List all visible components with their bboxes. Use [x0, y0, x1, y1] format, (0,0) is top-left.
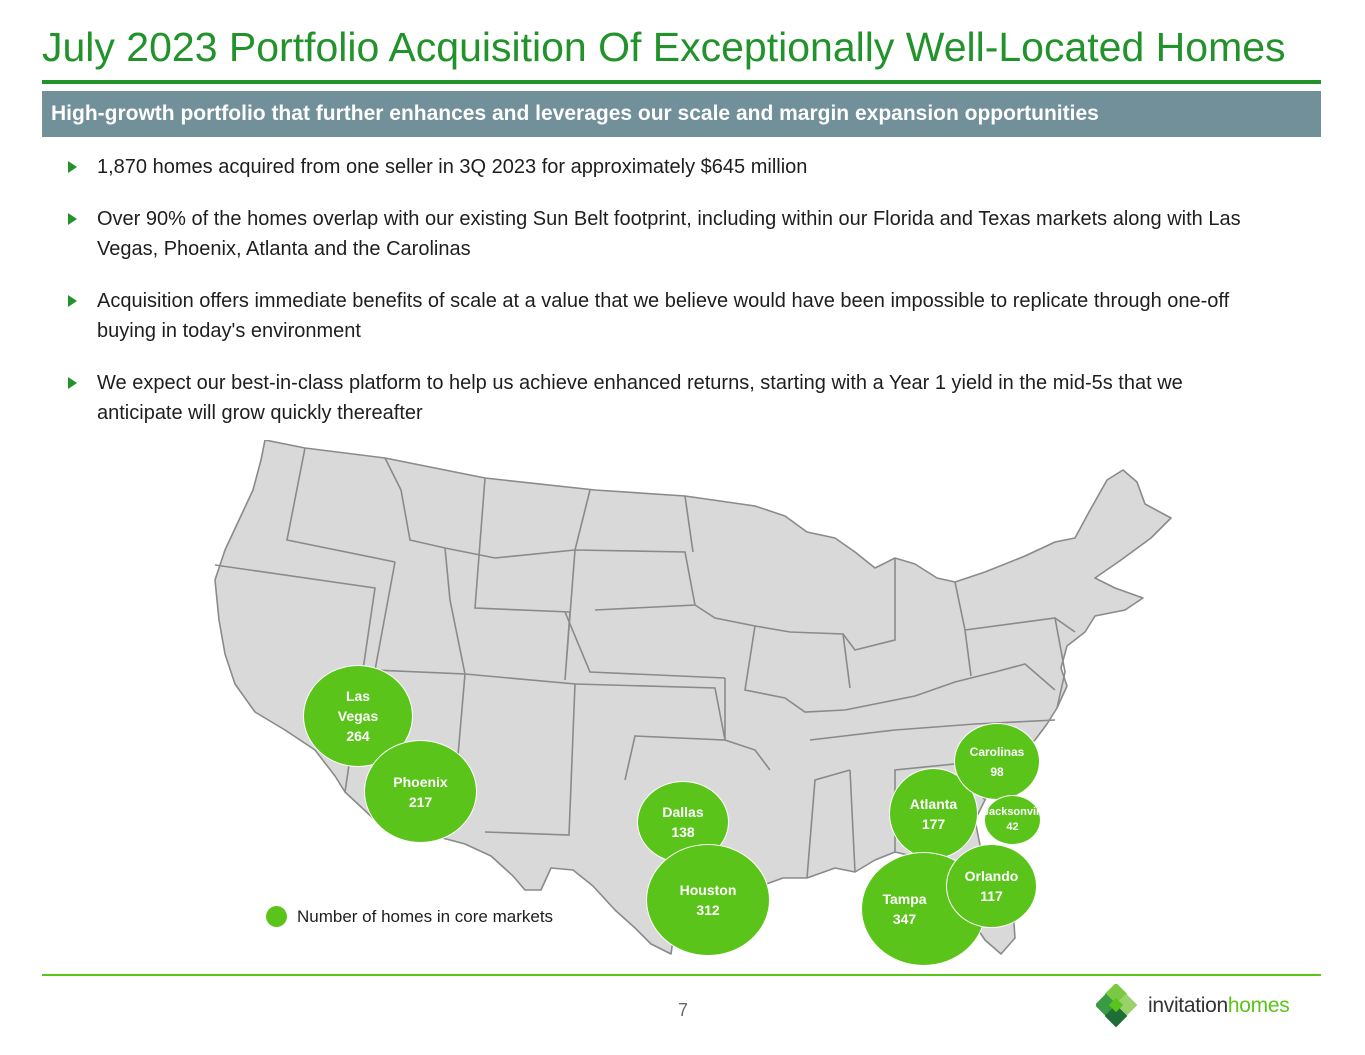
legend-label: Number of homes in core markets — [297, 906, 554, 926]
bullet-text: We expect our best-in-class platform to … — [97, 372, 1183, 424]
bullet-text: Acquisition offers immediate benefits of… — [97, 290, 1230, 342]
map-legend: Number of homes in core markets — [266, 906, 553, 927]
logo-wordmark: invitationhomes — [1148, 994, 1290, 1018]
market-bubble-jacksonville: Jacksonvill 42 — [982, 795, 1043, 845]
market-name-line: Jacksonvill — [982, 806, 1043, 818]
market-homes-count: 217 — [408, 793, 433, 810]
bullet-text: Over 90% of the homes overlap with our e… — [97, 208, 1241, 260]
bullet-item: Over 90% of the homes overlap with our e… — [66, 204, 1266, 264]
market-bubble-orlando: Orlando 117 — [946, 844, 1037, 928]
triangle-bullet-icon — [68, 161, 77, 173]
market-name-line: Tampa — [882, 891, 927, 907]
market-name-line: Phoenix — [393, 773, 448, 790]
triangle-bullet-icon — [68, 295, 77, 307]
title-divider — [42, 80, 1321, 84]
diamond-cluster-icon — [1096, 984, 1138, 1028]
market-name-line: Orlando — [964, 868, 1019, 884]
market-name-line: Las — [345, 688, 371, 704]
market-homes-count: 177 — [921, 815, 946, 832]
market-homes-count: 347 — [892, 911, 917, 927]
bullet-item: 1,870 homes acquired from one seller in … — [66, 152, 1266, 182]
market-name-line: Dallas — [662, 804, 704, 820]
market-name-line: Carolinas — [969, 744, 1025, 759]
legend-bubble-icon — [266, 906, 287, 927]
logo-word-homes: homes — [1227, 994, 1290, 1017]
market-bubble-houston: Houston 312 — [646, 844, 770, 956]
triangle-bullet-icon — [68, 377, 77, 389]
market-name-line: Houston — [679, 882, 737, 898]
subtitle-text: High-growth portfolio that further enhan… — [51, 102, 1099, 125]
bullet-item: Acquisition offers immediate benefits of… — [66, 286, 1266, 346]
company-logo: invitationhomes — [1096, 984, 1290, 1028]
market-homes-count: 42 — [1006, 821, 1019, 833]
market-name-line: Vegas — [337, 708, 379, 724]
triangle-bullet-icon — [68, 213, 77, 225]
bullet-text: 1,870 homes acquired from one seller in … — [97, 156, 808, 178]
market-name-line: Atlanta — [909, 795, 958, 812]
page-number: 7 — [677, 1000, 688, 1020]
page-title: July 2023 Portfolio Acquisition Of Excep… — [42, 24, 1286, 70]
market-homes-count: 264 — [346, 728, 370, 744]
market-bubble-carolinas: Carolinas 98 — [954, 723, 1040, 800]
market-bubble-phoenix: Phoenix 217 — [364, 740, 477, 843]
market-homes-count: 98 — [990, 764, 1004, 779]
footer-divider — [42, 974, 1321, 976]
market-homes-count: 138 — [671, 824, 695, 840]
market-homes-count: 312 — [696, 902, 720, 918]
logo-word-invitation: invitation — [1148, 994, 1228, 1017]
bullet-item: We expect our best-in-class platform to … — [66, 368, 1266, 428]
market-homes-count: 117 — [980, 888, 1003, 904]
market-bubble-las-vegas: Las Vegas 264 — [303, 665, 413, 767]
bullet-list: 1,870 homes acquired from one seller in … — [66, 152, 1266, 450]
subtitle-banner: High-growth portfolio that further enhan… — [42, 91, 1321, 137]
us-map: Las Vegas 264 Phoenix 217 Dallas 138 Hou… — [195, 440, 1195, 980]
